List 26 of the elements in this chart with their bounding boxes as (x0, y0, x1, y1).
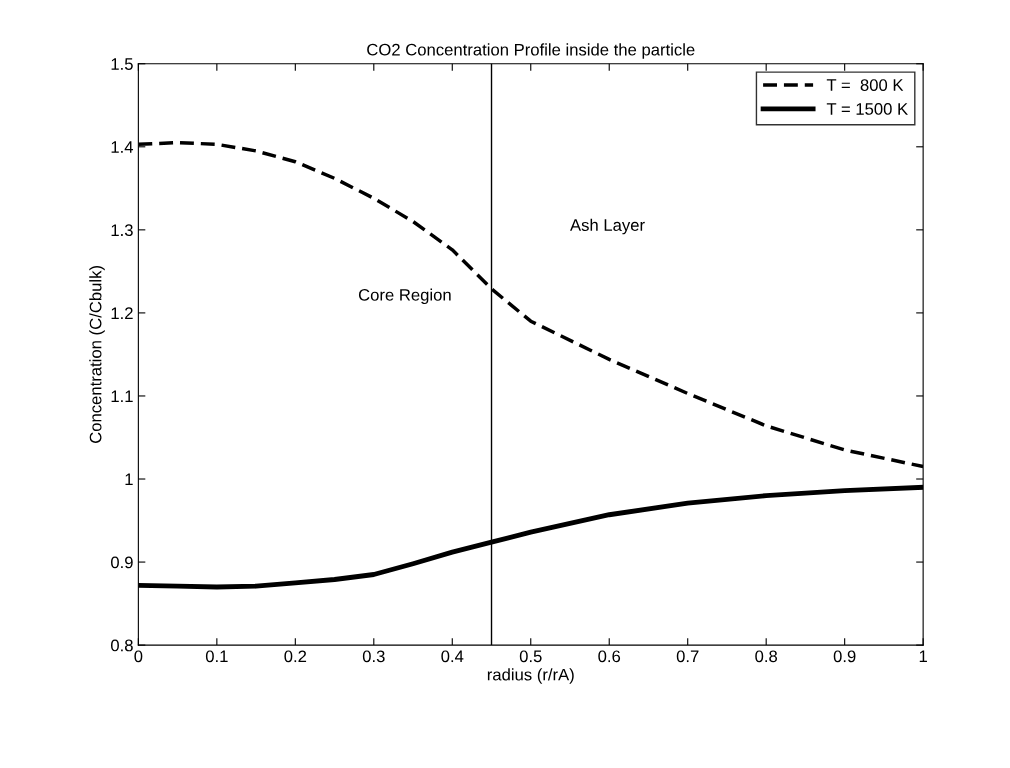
y-tick-label: 1.4 (111, 141, 134, 153)
x-tick-label: 0.2 (284, 650, 307, 663)
chart-title: CO2 Concentration Profile inside the particle (367, 43, 695, 59)
x-tick-label: 0.7 (676, 650, 699, 663)
x-tick-label: 0.1 (205, 650, 228, 663)
x-tick-label: 0.4 (441, 650, 464, 663)
x-axis-title: radius (r/rA) (487, 668, 574, 684)
y-tick-label: 1.3 (111, 224, 133, 237)
x-tick-label: 0.5 (519, 650, 542, 663)
y-tick-label: 1.5 (111, 58, 133, 70)
x-tick-label: 0.6 (598, 650, 621, 663)
annotation: Core Region (358, 288, 451, 305)
x-tick-label: 1 (919, 650, 927, 663)
y-tick-label: 1.2 (111, 307, 133, 319)
legend-label: T = 800 K (826, 79, 904, 91)
x-tick-label: 0.8 (755, 650, 778, 663)
y-tick-label: 0.8 (110, 639, 133, 652)
legend-label: T = 1500 K (826, 103, 908, 115)
x-tick-label: 0.9 (833, 650, 856, 663)
y-tick-label: 0.9 (110, 556, 133, 569)
x-tick-label: 0.3 (362, 650, 385, 663)
x-tick-label: 0 (134, 650, 143, 663)
y-axis-title: Concentration (C/Cbulk) (89, 266, 105, 443)
annotation: Ash Layer (570, 218, 645, 235)
y-tick-label: 1 (125, 473, 133, 486)
y-tick-label: 1.1 (111, 390, 133, 402)
